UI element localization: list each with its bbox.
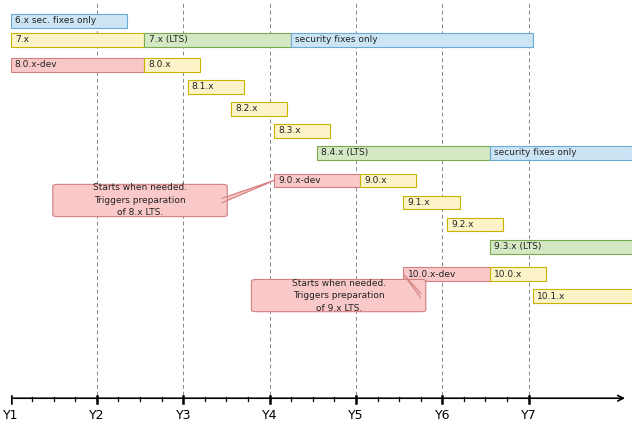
FancyBboxPatch shape: [446, 218, 503, 231]
Text: 8.4.x (LTS): 8.4.x (LTS): [321, 149, 369, 158]
Polygon shape: [222, 181, 274, 203]
Text: Y1: Y1: [3, 409, 18, 422]
FancyBboxPatch shape: [274, 174, 360, 187]
Text: 9.1.x: 9.1.x: [408, 198, 431, 207]
FancyBboxPatch shape: [11, 33, 144, 47]
FancyBboxPatch shape: [187, 80, 244, 94]
FancyBboxPatch shape: [490, 240, 632, 253]
FancyBboxPatch shape: [251, 279, 426, 312]
Text: 8.0.x-dev: 8.0.x-dev: [15, 60, 58, 69]
FancyBboxPatch shape: [360, 174, 417, 187]
Text: 8.0.x: 8.0.x: [149, 60, 171, 69]
Text: security fixes only: security fixes only: [494, 149, 577, 158]
Text: Y5: Y5: [348, 409, 364, 422]
Text: Y4: Y4: [262, 409, 277, 422]
FancyBboxPatch shape: [231, 102, 287, 116]
Text: 7.x: 7.x: [15, 35, 29, 44]
Text: 6.x sec. fixes only: 6.x sec. fixes only: [15, 16, 96, 25]
Text: 9.3.x (LTS): 9.3.x (LTS): [494, 242, 542, 251]
FancyBboxPatch shape: [144, 33, 291, 47]
FancyBboxPatch shape: [11, 14, 127, 28]
FancyBboxPatch shape: [53, 184, 227, 216]
FancyBboxPatch shape: [144, 58, 201, 72]
Text: 7.x (LTS): 7.x (LTS): [149, 35, 187, 44]
FancyBboxPatch shape: [490, 146, 632, 160]
Polygon shape: [403, 274, 420, 298]
Text: 9.0.x: 9.0.x: [364, 176, 387, 185]
Text: 9.0.x-dev: 9.0.x-dev: [278, 176, 321, 185]
FancyBboxPatch shape: [403, 268, 490, 281]
FancyBboxPatch shape: [533, 289, 632, 303]
Text: security fixes only: security fixes only: [295, 35, 378, 44]
Text: 9.2.x: 9.2.x: [451, 220, 474, 229]
Text: Y3: Y3: [175, 409, 191, 422]
Text: Starts when needed.
Triggers preparation
of 8.x LTS.: Starts when needed. Triggers preparation…: [93, 184, 187, 218]
Text: Y7: Y7: [521, 409, 537, 422]
FancyBboxPatch shape: [291, 33, 533, 47]
FancyBboxPatch shape: [403, 196, 460, 210]
Text: 8.1.x: 8.1.x: [192, 82, 215, 91]
FancyBboxPatch shape: [317, 146, 490, 160]
Text: 10.0.x-dev: 10.0.x-dev: [408, 270, 456, 279]
Text: 10.0.x: 10.0.x: [494, 270, 523, 279]
Text: 8.3.x: 8.3.x: [278, 127, 301, 135]
Text: Starts when needed.
Triggers preparation
of 9.x LTS.: Starts when needed. Triggers preparation…: [291, 279, 385, 313]
Text: Y2: Y2: [89, 409, 105, 422]
Text: 8.2.x: 8.2.x: [235, 104, 258, 113]
Text: 10.1.x: 10.1.x: [537, 292, 566, 301]
FancyBboxPatch shape: [490, 268, 546, 281]
FancyBboxPatch shape: [11, 58, 144, 72]
Text: Y6: Y6: [434, 409, 450, 422]
FancyBboxPatch shape: [274, 124, 330, 138]
